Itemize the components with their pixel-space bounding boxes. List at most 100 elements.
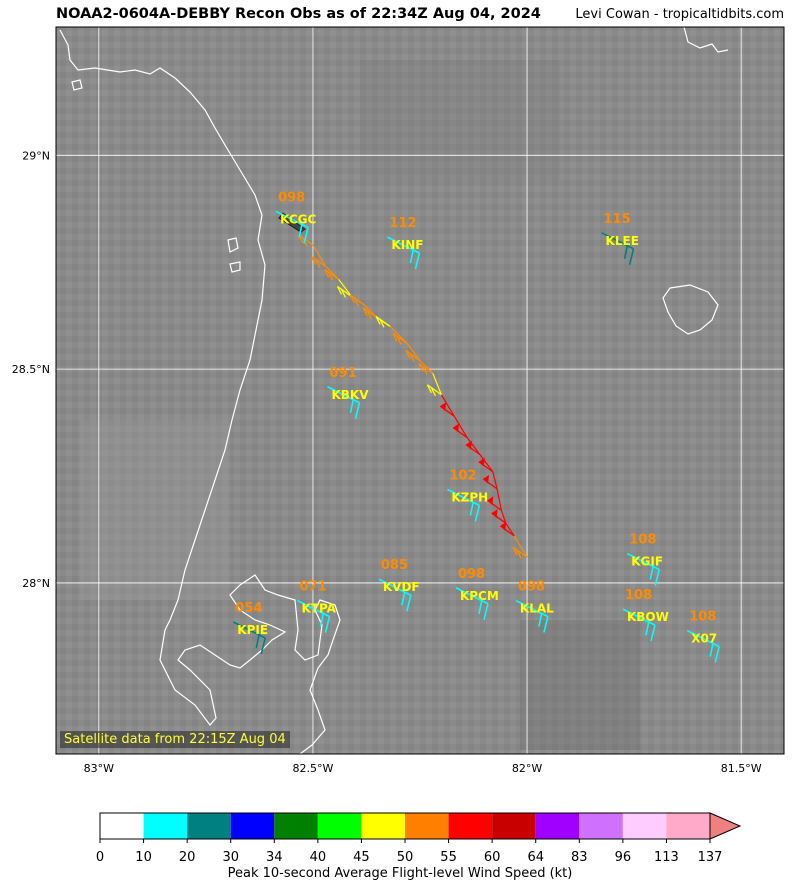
- track-segment: [492, 471, 498, 490]
- barb-shaft: [375, 315, 391, 327]
- station-barb-shaft: [622, 608, 656, 626]
- barb-feather: [324, 269, 330, 278]
- coastline-east: [683, 27, 729, 53]
- station-barb-feather: [354, 402, 361, 419]
- station-barb-feather: [714, 646, 720, 663]
- barb-flag: [465, 440, 472, 450]
- barb-flag: [487, 496, 494, 506]
- coastline-florida-west: [59, 29, 266, 631]
- recon-wind-barb: [439, 402, 455, 417]
- station-klal: 098 KLAL: [515, 580, 554, 633]
- station-code: KZPH: [451, 490, 488, 504]
- colorbar-segment: [100, 813, 144, 839]
- colorbar-title: Peak 10-second Average Flight-level Wind…: [227, 866, 573, 881]
- lon-tick-label: 81.5°W: [721, 762, 762, 775]
- station-kcgc: 098 KCGC: [275, 190, 317, 244]
- station-value: 102: [449, 468, 476, 483]
- lat-tick-label: 28°N: [22, 577, 50, 590]
- barb-feather: [392, 333, 398, 342]
- station-barb-feather: [349, 398, 355, 413]
- barb-feather: [340, 289, 347, 298]
- station-value: 085: [381, 558, 408, 573]
- satellite-note: Satellite data from 22:15Z Aug 04: [60, 731, 290, 748]
- colorbar-segment: [535, 813, 580, 839]
- station-barb-feather: [469, 501, 475, 516]
- barb-shaft: [427, 384, 442, 396]
- lat-tick-label: 29°N: [22, 149, 50, 162]
- barb-feather: [396, 336, 402, 345]
- colorbar-segment: [622, 813, 667, 839]
- satellite-background: [56, 27, 784, 754]
- station-code: KINF: [391, 238, 423, 252]
- lat-tick-label: 28.5°N: [12, 363, 50, 376]
- station-code: KPCM: [460, 589, 499, 603]
- barb-feather: [366, 310, 372, 320]
- colorbar-segment: [274, 813, 318, 839]
- station-barb-feather: [324, 616, 331, 633]
- colorbar-tick-label: 96: [615, 850, 632, 865]
- colorbar-tick-label: 10: [135, 850, 152, 865]
- station-value: 112: [389, 216, 416, 231]
- barb-flag: [478, 457, 485, 467]
- recon-wind-barb: [324, 268, 340, 281]
- chart-title: NOAA2-0604A-DEBBY Recon Obs as of 22:34Z…: [56, 6, 541, 22]
- station-value: 108: [689, 610, 716, 625]
- station-barb-shaft: [232, 621, 266, 639]
- track-segment: [312, 244, 327, 267]
- station-value: 054: [235, 601, 262, 616]
- station-barb-feather: [709, 642, 714, 657]
- barb-feather: [375, 316, 381, 325]
- station-barb-feather: [645, 620, 650, 636]
- track-segment: [453, 415, 468, 438]
- map-area: 098 KCGC 112 KINF 115 KLEE 091 KBKV 102 KZPH 108 KG…: [56, 27, 784, 754]
- barb-shaft: [392, 332, 408, 344]
- recon-wind-barb: [512, 546, 528, 559]
- track-segment: [432, 373, 442, 395]
- barb-shaft: [405, 350, 421, 362]
- colorbar-tick-label: 0: [96, 850, 104, 865]
- station-barb-shaft: [387, 236, 420, 254]
- island-outline: [71, 79, 83, 91]
- axis-labels: 83°W 82.5°W 82°W 81.5°W 29°N 28.5°N 28°N: [12, 149, 762, 775]
- station-barb-feather: [255, 633, 261, 649]
- station-barb-feather: [543, 616, 549, 633]
- barb-feather: [422, 366, 428, 375]
- track-segment: [500, 510, 507, 524]
- station-barb-feather: [474, 505, 481, 522]
- station-observations: 098 KCGC 112 KINF 115 KLEE 091 KBKV 102 KZPH 108 KG…: [232, 190, 720, 663]
- colorbar-tick-label: 20: [179, 850, 196, 865]
- barb-feather: [418, 363, 424, 372]
- recon-wind-barb: [452, 423, 468, 439]
- barb-feather: [426, 384, 432, 394]
- station-kinf: 112 KINF: [387, 216, 423, 270]
- recon-wind-barb: [418, 362, 434, 375]
- station-ktpa: 071 KTPA: [297, 580, 337, 633]
- station-barb-feather: [409, 248, 415, 264]
- island-outline: [227, 237, 241, 273]
- colorbar-tick-label: 83: [571, 850, 588, 865]
- barb-feather: [336, 286, 343, 295]
- colorbar-segment: [405, 813, 449, 839]
- track-segment: [496, 488, 502, 511]
- recon-wind-barb: [499, 521, 515, 537]
- recon-wind-barb: [336, 285, 352, 298]
- barb-feather: [353, 297, 359, 307]
- track-segment: [338, 278, 352, 297]
- recon-wind-barb: [392, 332, 408, 345]
- barb-flag: [491, 509, 498, 519]
- track-segment: [406, 343, 421, 361]
- station-barb-shaft: [447, 488, 480, 507]
- station-barb-feather: [406, 595, 412, 612]
- barb-feather: [311, 256, 317, 265]
- station-barb-shaft: [455, 587, 489, 605]
- station-barb-shaft: [626, 552, 660, 571]
- recon-wind-barb: [491, 509, 507, 524]
- station-barb-shaft: [378, 578, 412, 596]
- station-code: KLEE: [606, 234, 639, 248]
- colorbar-segment: [448, 813, 493, 839]
- station-value: 108: [629, 533, 656, 548]
- station-kpie: 054 KPIE: [232, 601, 268, 655]
- station-code: KGIF: [631, 555, 663, 569]
- station-code: KCGC: [280, 212, 316, 226]
- colorbar-segment: [317, 813, 362, 839]
